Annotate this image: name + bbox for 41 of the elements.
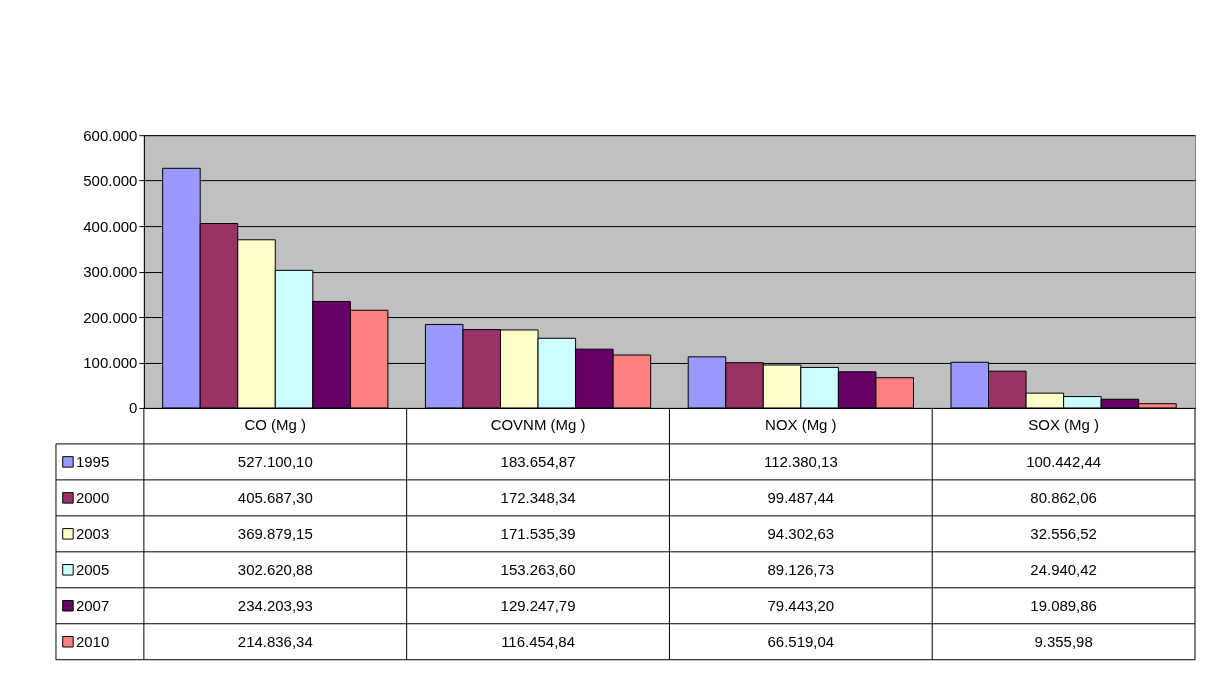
data-label: 99.487,44 bbox=[767, 488, 835, 506]
data-label: 405.687,30 bbox=[237, 488, 313, 506]
legend-label: 2000 bbox=[75, 488, 110, 506]
data-label: 24.940,42 bbox=[1030, 560, 1097, 578]
data-label: 234.203,93 bbox=[237, 596, 313, 614]
x-tick-label: NOX (Mg ) bbox=[765, 416, 837, 434]
y-tick-label: 500.000 bbox=[83, 172, 138, 190]
legend-label: 2007 bbox=[75, 596, 110, 614]
y-tick-label: 300.000 bbox=[83, 263, 138, 281]
y-tick-label: 600.000 bbox=[83, 126, 138, 144]
y-tick-label: 100.000 bbox=[83, 353, 138, 371]
data-label: 527.100,10 bbox=[237, 452, 313, 470]
y-tick-label: 0 bbox=[129, 399, 138, 417]
data-label: 171.535,39 bbox=[500, 524, 576, 542]
data-label: 9.355,98 bbox=[1034, 632, 1093, 650]
legend-label: 1995 bbox=[75, 452, 110, 470]
data-label: 66.519,04 bbox=[767, 632, 835, 650]
data-label: 369.879,15 bbox=[237, 524, 313, 542]
x-tick-label: CO (Mg ) bbox=[244, 416, 307, 434]
data-label: 89.126,73 bbox=[767, 560, 835, 578]
data-label: 112.380,13 bbox=[763, 452, 838, 470]
data-label: 32.556,52 bbox=[1030, 524, 1097, 542]
data-label: 214.836,34 bbox=[237, 632, 313, 650]
data-label: 79.443,20 bbox=[767, 596, 835, 614]
data-label: 100.442,44 bbox=[1026, 452, 1102, 470]
data-label: 183.654,87 bbox=[500, 452, 576, 470]
data-label: 129.247,79 bbox=[500, 596, 576, 614]
data-label: 302.620,88 bbox=[237, 560, 313, 578]
legend-label: 2003 bbox=[75, 524, 110, 542]
legend-label: 2010 bbox=[75, 632, 110, 650]
data-label: 172.348,34 bbox=[500, 488, 576, 506]
data-label: 19.089,86 bbox=[1030, 596, 1097, 614]
x-tick-label: SOX (Mg ) bbox=[1028, 416, 1099, 434]
x-tick-label: COVNM (Mg ) bbox=[490, 416, 586, 434]
data-label: 80.862,06 bbox=[1030, 488, 1097, 506]
data-label: 116.454,84 bbox=[501, 632, 575, 650]
y-tick-label: 200.000 bbox=[83, 308, 138, 326]
y-tick-label: 400.000 bbox=[83, 217, 138, 235]
data-label: 94.302,63 bbox=[767, 524, 835, 542]
legend-label: 2005 bbox=[75, 560, 110, 578]
data-label: 153.263,60 bbox=[500, 560, 576, 578]
